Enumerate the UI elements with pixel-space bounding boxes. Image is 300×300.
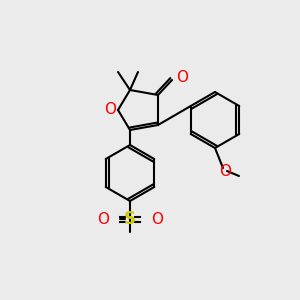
Text: O: O [151, 212, 163, 226]
Text: O: O [97, 212, 109, 226]
Text: S: S [124, 210, 136, 228]
Text: O: O [219, 164, 231, 179]
Text: O: O [176, 70, 188, 86]
Text: O: O [104, 103, 116, 118]
